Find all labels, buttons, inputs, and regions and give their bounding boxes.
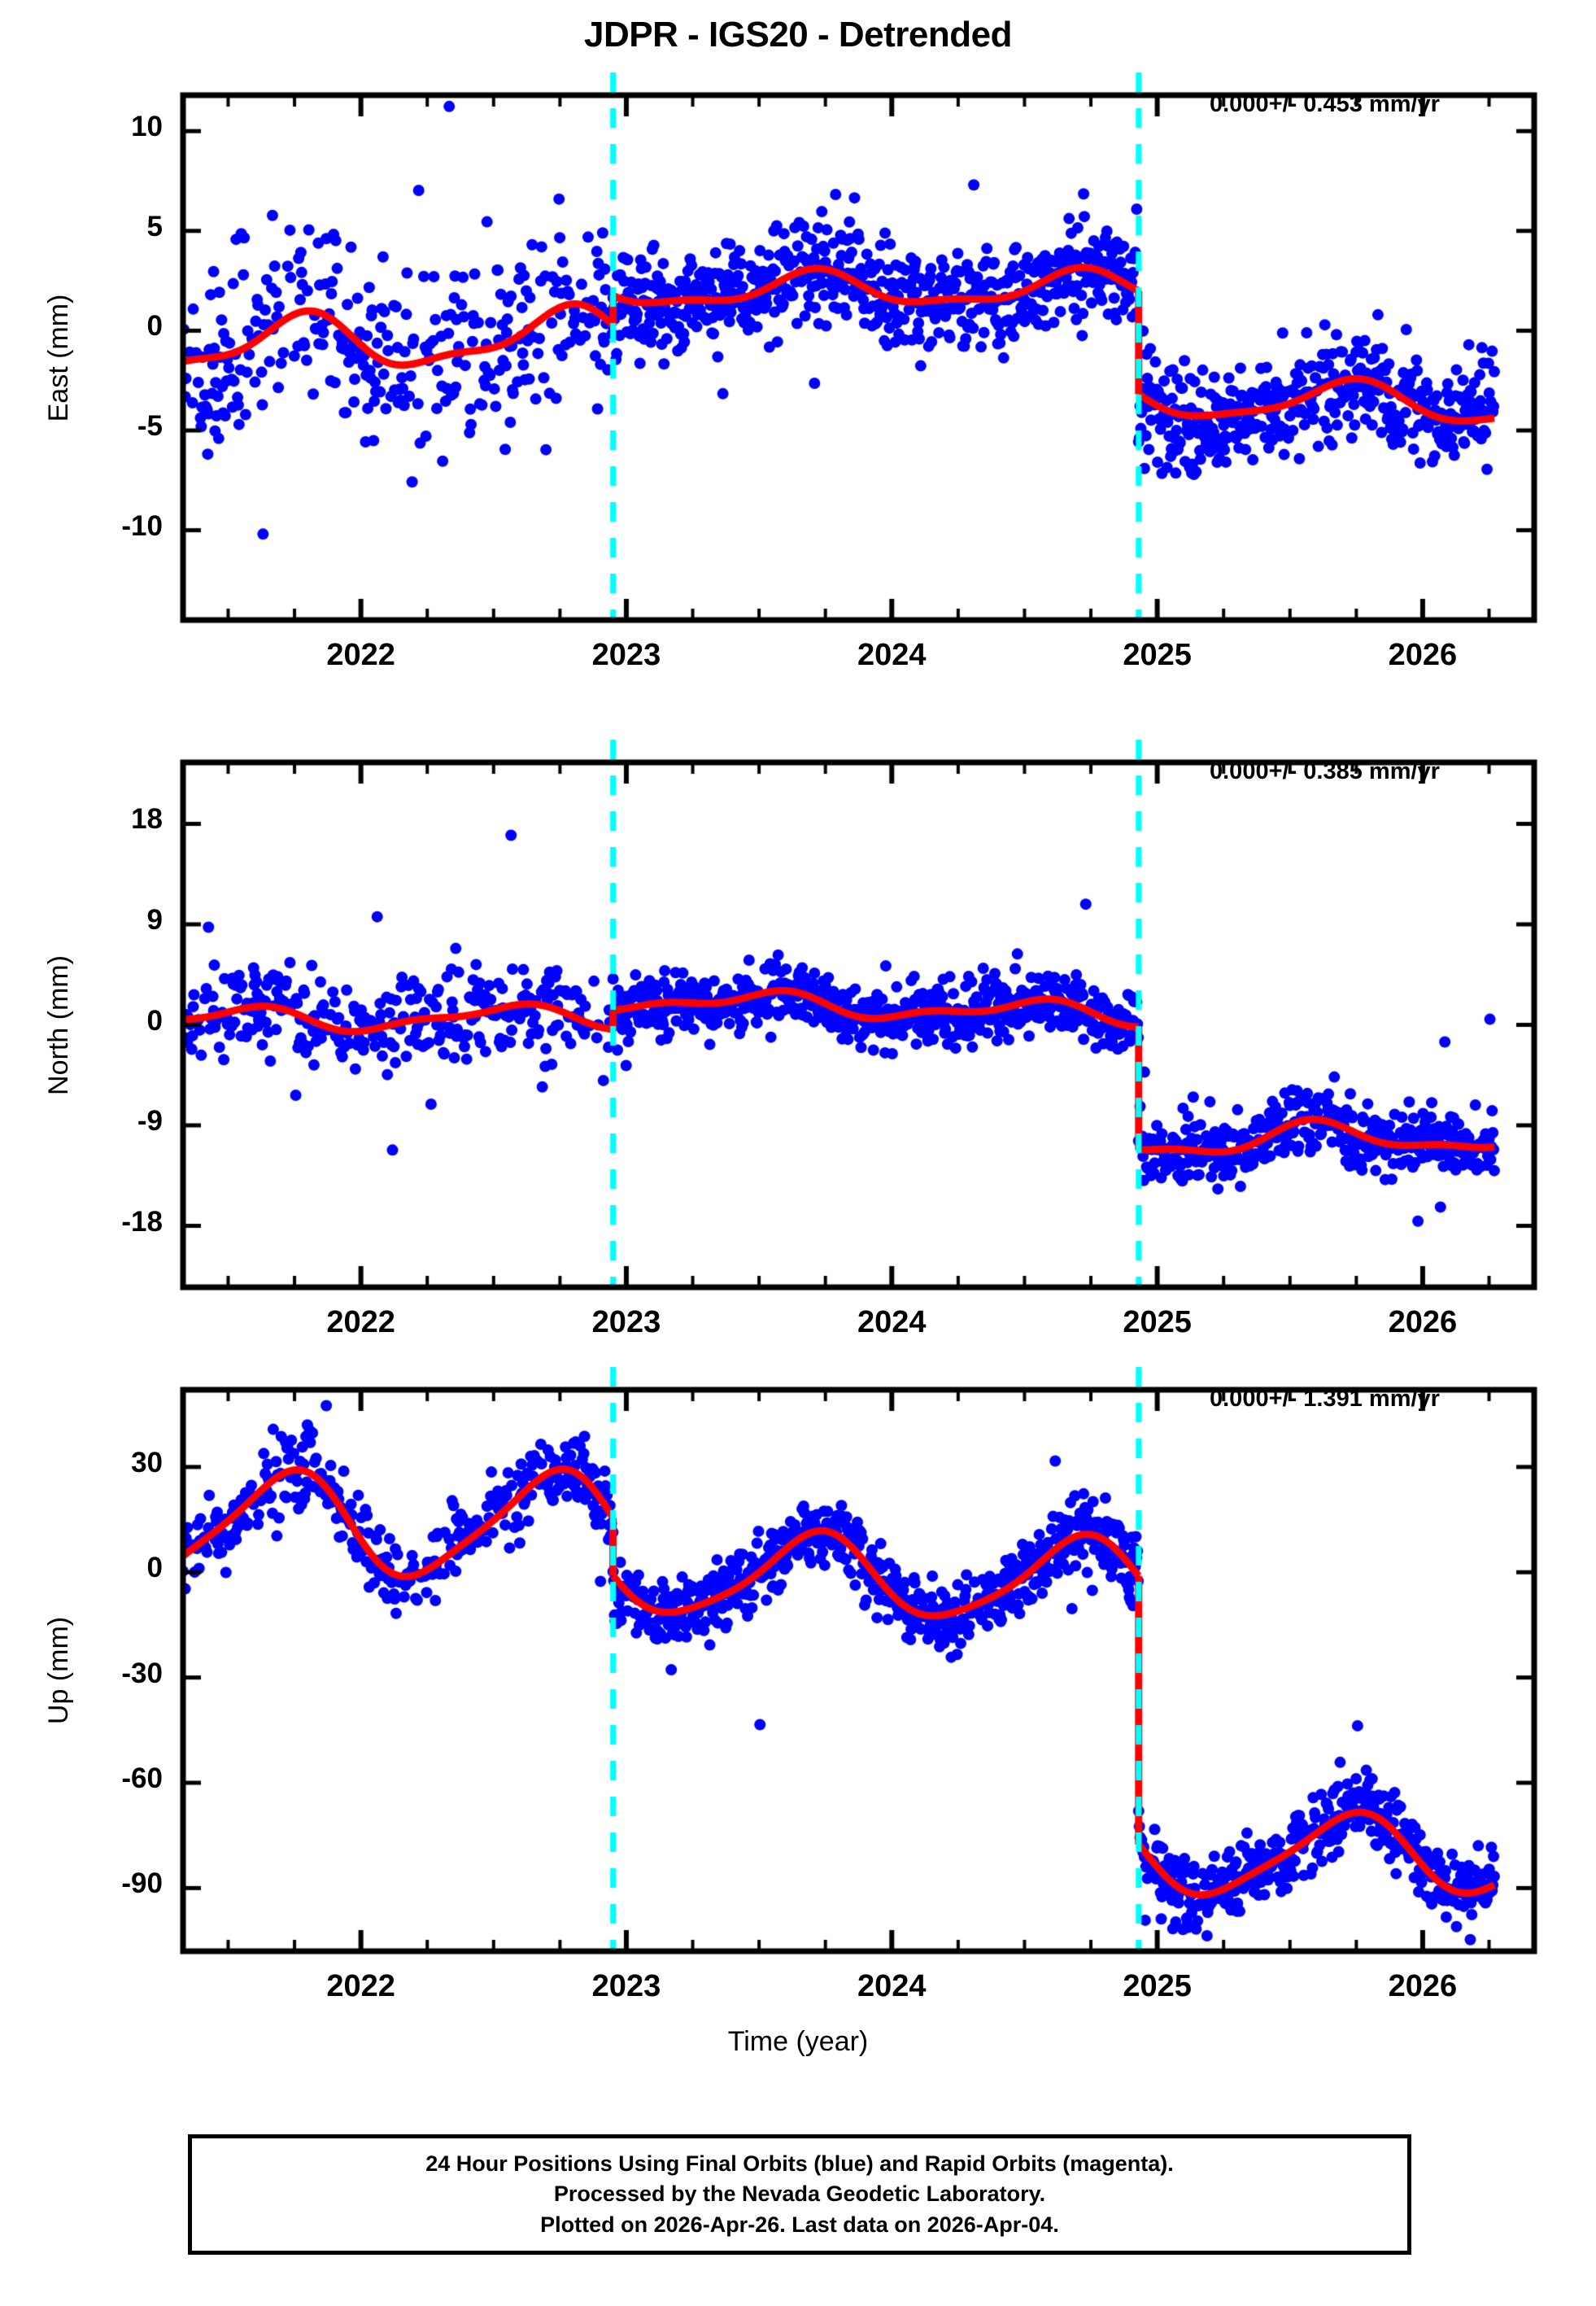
footer-line-dates: Plotted on 2026-Apr-26. Last data on 202… [540, 2212, 1059, 2237]
footer-line-orbits: 24 Hour Positions Using Final Orbits (bl… [425, 2151, 1174, 2177]
footer-caption-box: 24 Hour Positions Using Final Orbits (bl… [188, 2134, 1411, 2255]
footer-line-processing: Processed by the Nevada Geodetic Laborat… [553, 2182, 1046, 2207]
